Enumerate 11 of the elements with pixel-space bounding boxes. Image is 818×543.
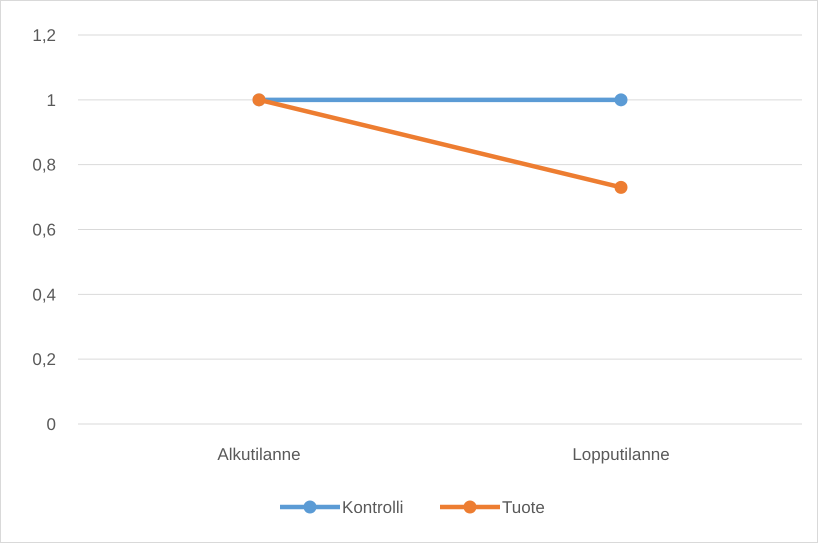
y-tick-label: 0,4	[32, 285, 56, 304]
legend-label: Kontrolli	[342, 498, 404, 517]
y-tick-label: 0,8	[32, 156, 56, 175]
y-tick-label: 0,2	[32, 350, 56, 370]
x-tick-label: Lopputilanne	[572, 445, 670, 464]
y-tick-label: 0,6	[32, 220, 56, 240]
y-tick-label: 1,2	[32, 26, 56, 45]
y-tick-label: 1	[46, 90, 56, 110]
x-tick-label: Alkutilanne	[217, 445, 301, 464]
legend-label: Tuote	[502, 498, 545, 517]
y-tick-label: 0	[46, 414, 56, 434]
